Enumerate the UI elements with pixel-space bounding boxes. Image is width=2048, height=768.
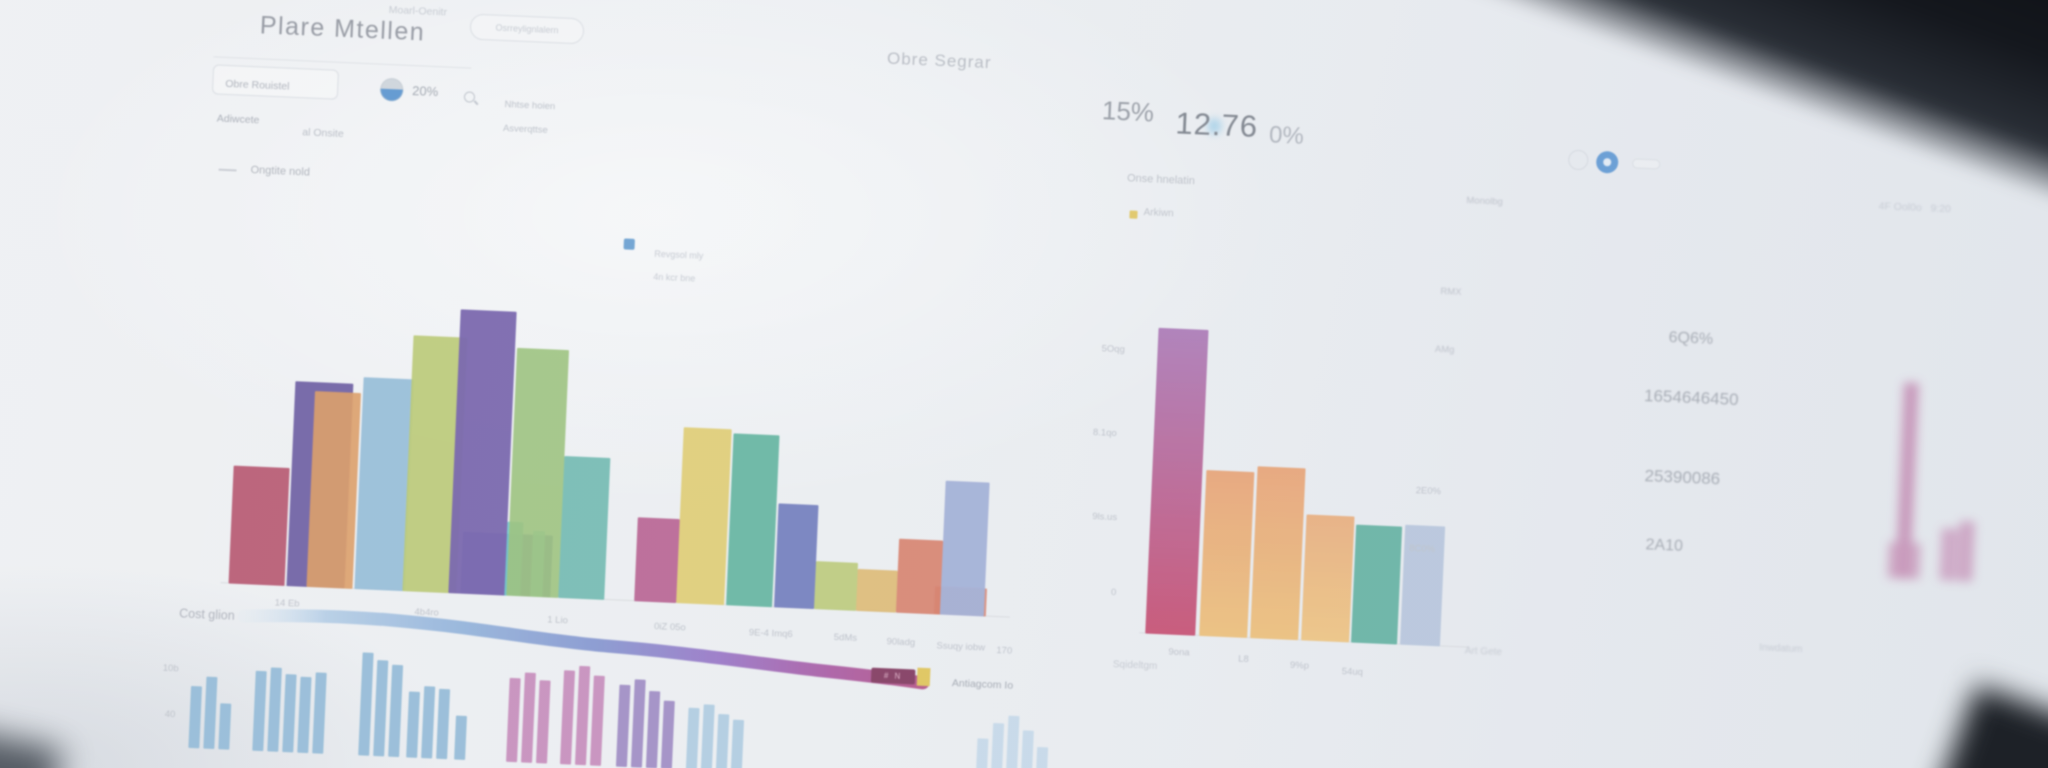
- ribbon-path: [237, 609, 930, 690]
- bar: [1020, 730, 1034, 768]
- panel-value: 25390086: [1644, 466, 1721, 489]
- main-x-label: 14 Eb: [274, 597, 300, 610]
- bar: [506, 677, 521, 763]
- bar: [406, 691, 420, 758]
- bar: [312, 672, 327, 754]
- main-x-label: 1 Lio: [547, 614, 569, 627]
- bar: [660, 700, 675, 768]
- bar: [297, 676, 312, 754]
- middle-x-label: 9ona: [1168, 646, 1190, 659]
- bar: [730, 719, 745, 768]
- bar: [536, 680, 551, 764]
- main-x-label: 5dMs: [833, 631, 858, 644]
- bar: [218, 703, 232, 750]
- bar: [559, 670, 576, 765]
- bar: [373, 660, 389, 757]
- bar: [1887, 541, 1921, 580]
- bottom-y-tick: 40: [164, 708, 176, 721]
- bar: [645, 690, 661, 768]
- panel-value: 1654646450: [1643, 386, 1739, 410]
- middle-x-label: L8: [1237, 653, 1250, 666]
- notification-glyph: [1603, 158, 1612, 167]
- bar: [685, 707, 700, 768]
- panel-row-label: AMg: [1434, 343, 1455, 356]
- bar: [521, 672, 536, 763]
- bar: [630, 679, 646, 768]
- bar: [203, 676, 218, 750]
- bar: [388, 664, 404, 758]
- middle-y-label: 9ls.us: [1092, 511, 1118, 524]
- bar: [615, 684, 631, 768]
- main-x-label: 170: [996, 645, 1013, 657]
- bar: [1199, 470, 1255, 638]
- main-x-label: Ssuqy iobw: [936, 640, 986, 654]
- bar: [267, 667, 282, 752]
- main-x-label: 90ladg: [886, 636, 916, 649]
- side-value: 2E0%: [1415, 485, 1442, 498]
- main-x-label: 9E-4 Imq6: [748, 627, 793, 641]
- caption-art-gete: Art Gete: [1464, 645, 1503, 659]
- bottom-y-tick: 10b: [162, 662, 179, 675]
- panel-row-label: RMX: [1440, 286, 1462, 298]
- bar: [358, 652, 374, 756]
- panel-value: 6Q6%: [1668, 329, 1714, 349]
- bar: [454, 715, 467, 760]
- bar: [700, 704, 715, 768]
- middle-x-label: 9%p: [1289, 659, 1310, 672]
- side-value: 8C0%: [1408, 542, 1436, 556]
- middle-y-label: 0: [1110, 586, 1117, 599]
- caption-sqideltgm: Sqideltgm: [1112, 659, 1158, 673]
- panel-value: 2A10: [1645, 536, 1684, 555]
- middle-x-label: 54uq: [1341, 666, 1364, 679]
- bar: [975, 738, 989, 768]
- mini-pink-chart: [1887, 360, 2006, 583]
- bar: [1250, 466, 1306, 641]
- bar: [1351, 524, 1403, 645]
- caption-inwdatum: Inwdatum: [1758, 642, 1803, 656]
- bar: [1939, 528, 1959, 581]
- bar: [990, 722, 1005, 768]
- mini-pill-button[interactable]: [1631, 158, 1661, 170]
- bar: [436, 688, 451, 760]
- main-x-label: 0iZ 05o: [653, 621, 686, 634]
- panel-row-label: Monolbg: [1466, 195, 1504, 208]
- middle-y-label: 8.1qo: [1092, 427, 1117, 440]
- middle-bar-chart: [1139, 316, 1483, 648]
- bar: [1005, 715, 1020, 768]
- middle-y-label: 5Oqg: [1101, 343, 1126, 356]
- bar: [188, 685, 203, 749]
- bar: [574, 665, 591, 766]
- bar: [589, 675, 605, 766]
- bar: [421, 686, 436, 759]
- bar: [1957, 520, 1975, 582]
- bar: [282, 674, 297, 753]
- main-x-label: 4b4ro: [414, 606, 439, 619]
- bar: [1301, 514, 1355, 643]
- bar: [1145, 327, 1209, 636]
- bar: [1035, 746, 1049, 768]
- bar: [715, 713, 730, 768]
- bar: [252, 670, 267, 752]
